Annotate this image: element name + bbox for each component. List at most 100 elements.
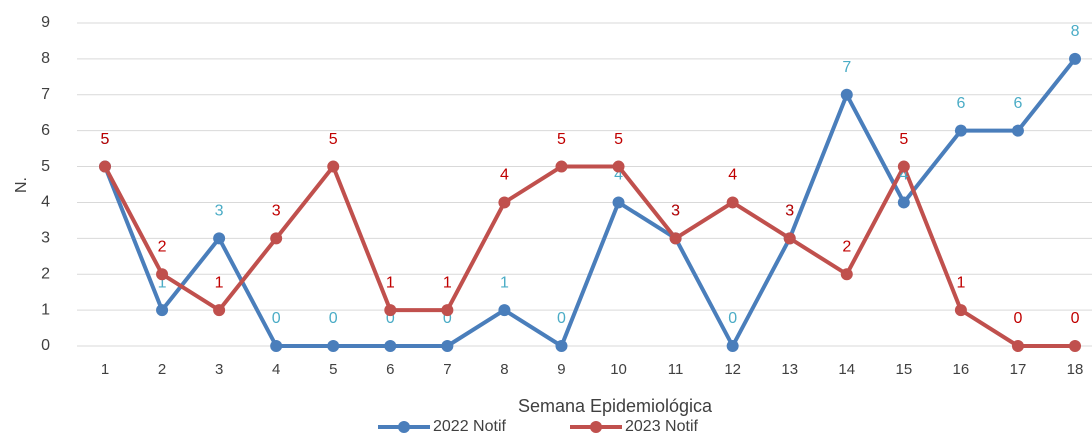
x-tick-label: 4 [272, 361, 280, 378]
point [612, 196, 625, 209]
point [555, 160, 568, 173]
data-label: 3 [215, 203, 224, 220]
point [840, 88, 853, 101]
data-label: 0 [329, 310, 338, 327]
point [1011, 124, 1024, 137]
point [384, 340, 397, 352]
data-label: 6 [956, 95, 965, 112]
point [99, 160, 111, 173]
x-tick-label: 5 [329, 361, 337, 378]
data-label: 4 [899, 167, 908, 184]
point [270, 340, 283, 352]
point [441, 340, 454, 352]
legend-label: 2022 Notif [433, 418, 506, 435]
y-tick-label: 1 [41, 301, 50, 318]
data-label: 0 [1014, 310, 1023, 327]
data-label: 3 [785, 203, 794, 220]
x-tick-label: 11 [668, 361, 684, 378]
x-axis-title: Semana Epidemiológica [518, 396, 713, 416]
data-label: 3 [785, 203, 794, 220]
data-label: 3 [671, 203, 680, 220]
point [726, 340, 739, 352]
data-label: 3 [272, 203, 281, 220]
point [156, 268, 169, 281]
point [327, 160, 340, 173]
data-label: 1 [215, 274, 224, 291]
x-tick-label: 14 [838, 361, 855, 378]
point [384, 304, 397, 317]
data-label: 6 [1014, 95, 1023, 112]
x-tick-label: 13 [781, 361, 798, 378]
point [726, 196, 739, 209]
point [897, 160, 910, 173]
data-label: 0 [557, 310, 566, 327]
y-tick-label: 7 [41, 86, 50, 103]
point [1069, 52, 1082, 65]
x-tick-label: 12 [724, 361, 741, 378]
point [498, 304, 511, 317]
data-label: 5 [899, 131, 908, 148]
y-tick-label: 8 [41, 50, 50, 67]
data-label: 5 [557, 131, 566, 148]
data-label: 1 [500, 274, 509, 291]
y-tick-label: 3 [41, 230, 50, 247]
data-label: 4 [614, 167, 623, 184]
point [1069, 340, 1082, 352]
y-tick-label: 2 [41, 265, 50, 282]
point [441, 304, 454, 317]
point [783, 232, 796, 245]
point [669, 232, 682, 245]
data-label: 0 [1071, 310, 1080, 327]
x-tick-label: 10 [610, 361, 627, 378]
y-tick-label: 0 [41, 337, 50, 354]
point [612, 160, 625, 173]
series-line [103, 164, 1076, 348]
point [213, 304, 226, 317]
legend-marker [398, 421, 410, 433]
data-label: 4 [500, 167, 509, 184]
data-label: 8 [1071, 23, 1080, 40]
y-tick-label: 5 [41, 158, 50, 175]
data-label: 7 [842, 59, 851, 76]
y-tick-label: 9 [41, 14, 50, 31]
point [156, 304, 169, 317]
y-tick-label: 6 [41, 122, 50, 139]
x-tick-label: 1 [101, 361, 109, 378]
data-label: 0 [386, 310, 395, 327]
x-tick-label: 3 [215, 361, 223, 378]
x-tick-label: 15 [895, 361, 912, 378]
data-label: 2 [158, 238, 167, 255]
point [954, 124, 967, 137]
x-tick-label: 7 [443, 361, 451, 378]
x-tick-label: 17 [1010, 361, 1027, 378]
point [327, 340, 340, 352]
data-label: 2 [842, 238, 851, 255]
data-label: 5 [101, 131, 110, 148]
data-label: 3 [671, 203, 680, 220]
point [954, 304, 967, 317]
y-axis-title: N. [13, 177, 30, 193]
point [270, 232, 283, 245]
data-label: 1 [158, 274, 167, 291]
data-label: 0 [272, 310, 281, 327]
data-label: 5 [614, 131, 623, 148]
legend-label: 2023 Notif [625, 418, 698, 435]
point [213, 232, 226, 245]
data-label: 4 [728, 167, 737, 184]
x-tick-label: 8 [500, 361, 508, 378]
x-tick-label: 9 [557, 361, 565, 378]
point [498, 196, 511, 209]
data-label: 5 [329, 131, 338, 148]
x-tick-label: 6 [386, 361, 394, 378]
data-label: 5 [101, 131, 110, 148]
data-label: 0 [728, 310, 737, 327]
x-tick-label: 2 [158, 361, 166, 378]
data-label: 0 [443, 310, 452, 327]
point [897, 196, 910, 209]
data-label: 1 [443, 274, 452, 291]
data-label: 1 [956, 274, 965, 291]
y-tick-label: 4 [41, 194, 50, 211]
data-label: 1 [386, 274, 395, 291]
point [555, 340, 568, 352]
